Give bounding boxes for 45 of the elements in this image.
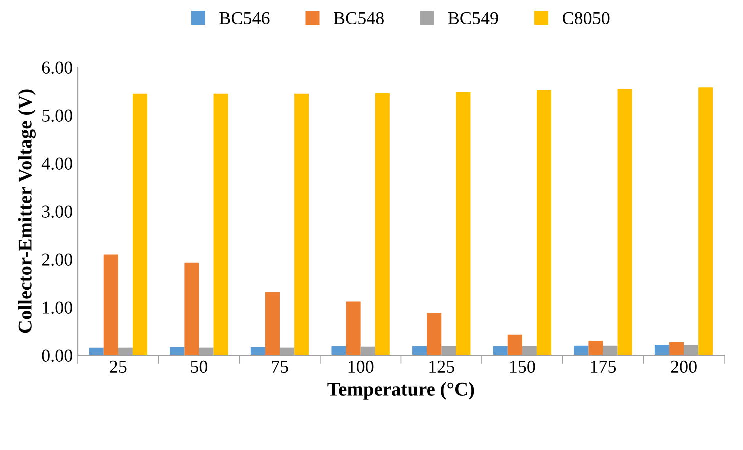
x-tick-label: 75 bbox=[272, 361, 288, 374]
x-tick-label: 125 bbox=[430, 360, 454, 374]
x-tick-label: 200 bbox=[671, 360, 697, 374]
bar bbox=[427, 313, 442, 356]
bar bbox=[294, 94, 310, 356]
bar bbox=[89, 348, 104, 356]
bar bbox=[250, 347, 266, 356]
bar bbox=[508, 334, 522, 356]
bar bbox=[265, 292, 280, 356]
x-tick-label: 150 bbox=[510, 360, 536, 374]
bar bbox=[132, 94, 148, 356]
legend-label: BC548 bbox=[334, 12, 384, 25]
bar bbox=[493, 346, 508, 356]
y-tick-label: 3.00 bbox=[42, 206, 72, 218]
bar bbox=[332, 346, 346, 356]
x-tick-label: 50 bbox=[191, 360, 208, 374]
bar bbox=[574, 346, 589, 356]
x-tick-label: 25 bbox=[110, 360, 127, 374]
bar bbox=[184, 262, 200, 356]
y-tick-label: 0.00 bbox=[42, 350, 72, 362]
x-axis-title: Temperature (°C) bbox=[328, 382, 474, 400]
y-tick-label: 1.00 bbox=[43, 302, 72, 314]
bar bbox=[588, 341, 604, 356]
bar bbox=[346, 302, 361, 356]
y-tick-label: 2.00 bbox=[42, 254, 72, 266]
x-tick-label: 175 bbox=[591, 360, 616, 374]
legend-label: C8050 bbox=[562, 12, 610, 25]
y-tick-label: 4.00 bbox=[42, 158, 72, 170]
bar bbox=[618, 89, 632, 356]
y-axis-title: Collector-Emitter Voltage (V) bbox=[18, 90, 36, 334]
bar bbox=[412, 346, 428, 356]
y-tick-label: 6.00 bbox=[42, 62, 72, 74]
bar bbox=[104, 254, 118, 356]
bar bbox=[375, 93, 390, 356]
bar bbox=[698, 88, 714, 356]
legend-label: BC546 bbox=[220, 12, 270, 25]
legend-label: BC549 bbox=[448, 12, 498, 25]
y-tick-label: 5.00 bbox=[42, 110, 72, 122]
bar bbox=[654, 344, 670, 356]
bar bbox=[214, 94, 228, 356]
bar bbox=[456, 92, 471, 356]
x-tick-label: 100 bbox=[348, 360, 374, 374]
bar bbox=[536, 90, 552, 356]
bar bbox=[669, 342, 684, 356]
bar bbox=[170, 347, 185, 356]
